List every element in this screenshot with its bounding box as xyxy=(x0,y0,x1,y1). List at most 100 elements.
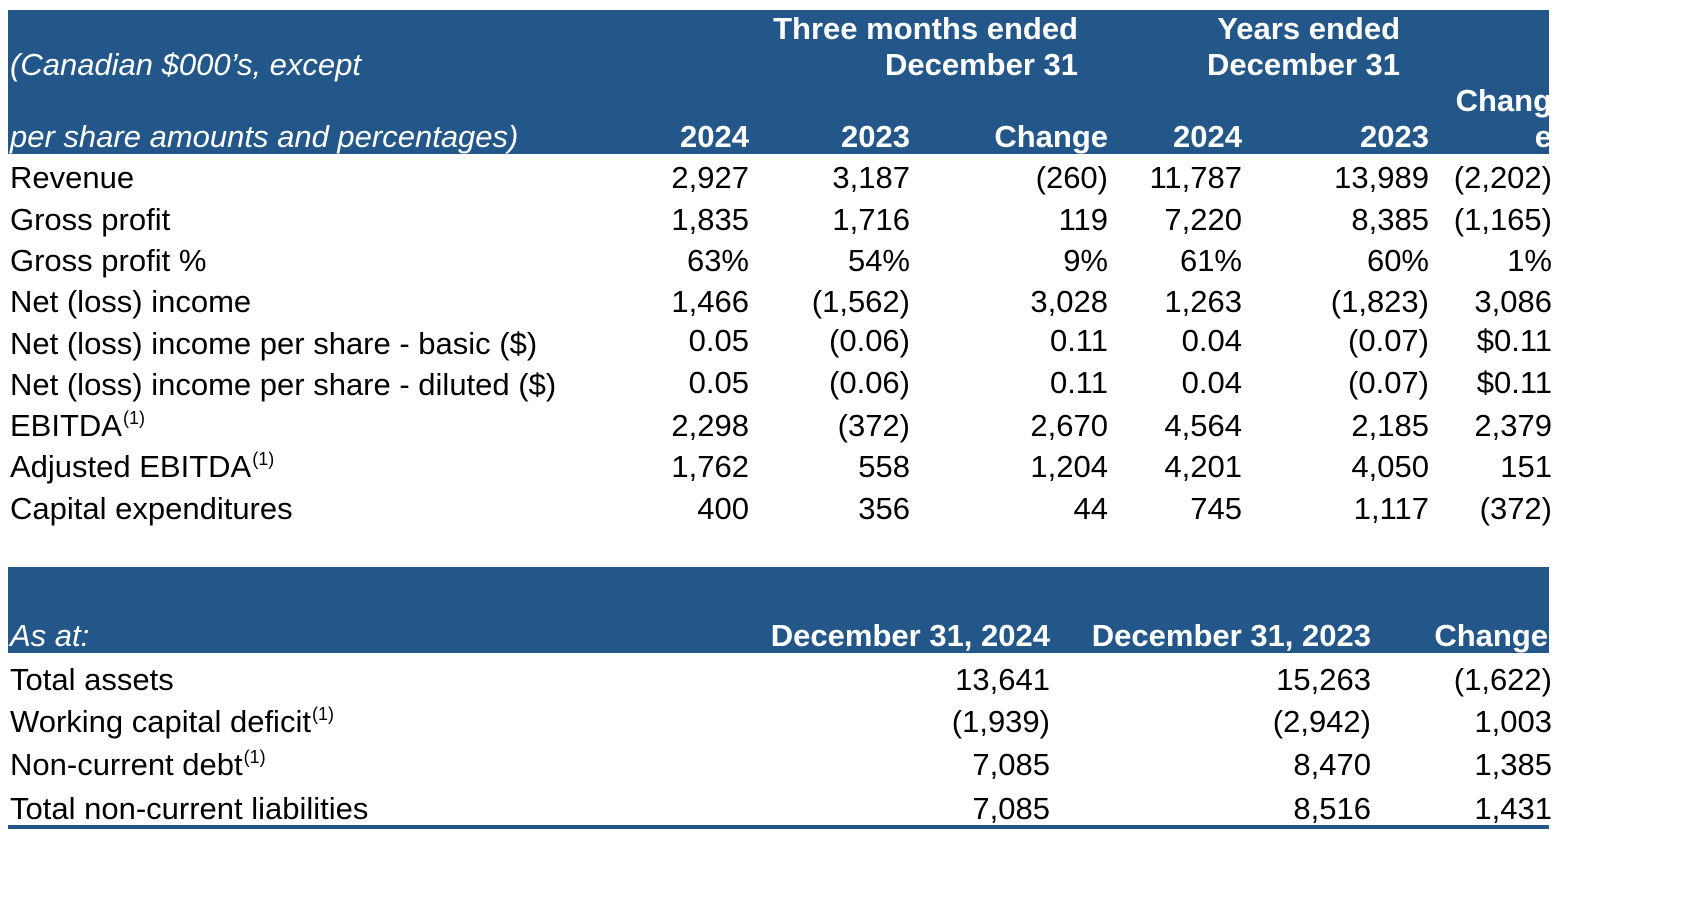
cell-yr-2023: (0.07) xyxy=(1348,323,1429,358)
cell-dec-2024: 7,085 xyxy=(972,747,1050,782)
cell-3m-2024: 2,927 xyxy=(671,160,749,195)
cell-yr-2023: 4,050 xyxy=(1351,449,1429,484)
cell-3m-2024: 2,298 xyxy=(671,408,749,443)
cell-3m-2024: 1,835 xyxy=(671,202,749,237)
cell-3m-2023: (372) xyxy=(837,408,910,443)
row-label: Total assets xyxy=(10,662,174,697)
cell-yr-change: (372) xyxy=(1479,491,1552,526)
cell-yr-2023: 8,385 xyxy=(1351,202,1429,237)
cell-3m-2024: 1,762 xyxy=(671,449,749,484)
cell-change: (1,622) xyxy=(1453,662,1552,697)
cell-dec-2024: 7,085 xyxy=(972,791,1050,826)
cell-3m-2024: 0.05 xyxy=(688,323,749,358)
cell-yr-change: 2,379 xyxy=(1474,408,1552,443)
row-label: Gross profit xyxy=(10,202,171,237)
cell-yr-2023: 2,185 xyxy=(1351,408,1429,443)
cell-yr-2023: 1,117 xyxy=(1353,491,1429,526)
cell-3m-2023: 3,187 xyxy=(832,160,910,195)
cell-3m-2023: (1,562) xyxy=(811,284,910,319)
cell-3m-2023: (0.06) xyxy=(829,365,910,400)
cell-yr-2023: (0.07) xyxy=(1348,365,1429,400)
col-header-dec-2024: December 31, 2024 xyxy=(770,618,1050,653)
cell-yr-2024: 4,564 xyxy=(1164,408,1242,443)
col-header-3m-2024: 2024 xyxy=(680,119,749,154)
cell-yr-change: $0.11 xyxy=(1476,365,1552,400)
cell-3m-change: 3,028 xyxy=(1030,284,1108,319)
table2-bottom-rule xyxy=(8,825,1549,829)
cell-3m-change: 0.11 xyxy=(1049,323,1108,358)
col-header-3m-change: Change xyxy=(994,119,1108,154)
unit-note-line1: (Canadian $000’s, except xyxy=(10,47,362,82)
cell-yr-change: 1% xyxy=(1507,243,1552,278)
cell-3m-2023: 558 xyxy=(858,449,910,484)
row-label: Revenue xyxy=(10,160,135,195)
cell-3m-change: 119 xyxy=(1058,202,1108,237)
cell-change: 1,003 xyxy=(1474,704,1552,739)
as-at-label: As at: xyxy=(10,618,90,653)
footnote-marker: (1) xyxy=(243,747,266,767)
footnote-marker: (1) xyxy=(252,449,275,469)
cell-yr-2024: 7,220 xyxy=(1164,202,1242,237)
cell-yr-2023: 60% xyxy=(1366,243,1429,278)
cell-3m-change: 9% xyxy=(1063,243,1108,278)
cell-yr-2024: 0.04 xyxy=(1181,365,1242,400)
footnote-marker: (1) xyxy=(311,704,334,724)
footnote-marker: (1) xyxy=(122,408,145,428)
cell-change: 1,385 xyxy=(1474,747,1552,782)
row-label: Working capital deficit xyxy=(10,704,311,739)
change-header-wrap-line1: Chang xyxy=(1455,83,1552,118)
col-header-dec-2023: December 31, 2023 xyxy=(1091,618,1371,653)
col-header-3m-2023: 2023 xyxy=(841,119,910,154)
cell-dec-2024: 13,641 xyxy=(955,662,1050,697)
cell-3m-change: 1,204 xyxy=(1030,449,1108,484)
cell-3m-2023: 54% xyxy=(847,243,910,278)
cell-3m-2024: 1,466 xyxy=(671,284,749,319)
col-header-yr-2023: 2023 xyxy=(1360,119,1429,154)
cell-yr-2024: 745 xyxy=(1190,491,1242,526)
group-three-months-line1: Three months ended xyxy=(773,11,1078,46)
cell-yr-2024: 11,787 xyxy=(1149,160,1242,195)
cell-3m-change: 0.11 xyxy=(1049,365,1108,400)
cell-yr-change: (2,202) xyxy=(1453,160,1552,195)
group-years-line1: Years ended xyxy=(1217,11,1400,46)
group-three-months-line2: December 31 xyxy=(884,47,1078,82)
row-label: EBITDA xyxy=(10,408,122,443)
row-label: Non-current debt xyxy=(10,747,243,782)
cell-dec-2023: 8,516 xyxy=(1293,791,1371,826)
table1-header-band xyxy=(8,10,1549,154)
unit-note-line2: per share amounts and percentages) xyxy=(10,119,519,154)
cell-3m-2024: 400 xyxy=(697,491,749,526)
cell-yr-2024: 61% xyxy=(1179,243,1242,278)
cell-dec-2024: (1,939) xyxy=(951,704,1050,739)
cell-3m-change: 2,670 xyxy=(1030,408,1108,443)
cell-yr-2023: 13,989 xyxy=(1334,160,1429,195)
cell-dec-2023: 8,470 xyxy=(1293,747,1371,782)
cell-3m-change: (260) xyxy=(1035,160,1108,195)
row-label: Adjusted EBITDA xyxy=(10,449,252,484)
cell-3m-2024: 0.05 xyxy=(688,365,749,400)
row-label: Gross profit % xyxy=(10,243,207,278)
col-header-change: Change xyxy=(1434,618,1548,653)
cell-yr-2024: 1,263 xyxy=(1164,284,1242,319)
cell-3m-2024: 63% xyxy=(686,243,749,278)
cell-3m-2023: 356 xyxy=(858,491,910,526)
cell-dec-2023: (2,942) xyxy=(1272,704,1371,739)
cell-yr-2024: 4,201 xyxy=(1164,449,1242,484)
cell-yr-change: $0.11 xyxy=(1476,323,1552,358)
table2-header-band xyxy=(8,567,1549,653)
cell-change: 1,431 xyxy=(1474,791,1552,826)
cell-yr-change: 151 xyxy=(1500,449,1552,484)
row-label: Net (loss) income xyxy=(10,284,252,319)
col-header-yr-2024: 2024 xyxy=(1173,119,1242,154)
group-years-line2: December 31 xyxy=(1206,47,1400,82)
cell-yr-change: (1,165) xyxy=(1453,202,1552,237)
row-label: Net (loss) income per share - diluted ($… xyxy=(10,367,557,402)
row-label: Capital expenditures xyxy=(10,491,293,526)
cell-3m-change: 44 xyxy=(1073,491,1108,526)
cell-dec-2023: 15,263 xyxy=(1276,662,1371,697)
row-label: Total non-current liabilities xyxy=(10,791,369,826)
cell-3m-2023: (0.06) xyxy=(829,323,910,358)
change-header-wrap-line2: e xyxy=(1534,119,1552,154)
cell-yr-2024: 0.04 xyxy=(1181,323,1242,358)
cell-3m-2023: 1,716 xyxy=(832,202,910,237)
